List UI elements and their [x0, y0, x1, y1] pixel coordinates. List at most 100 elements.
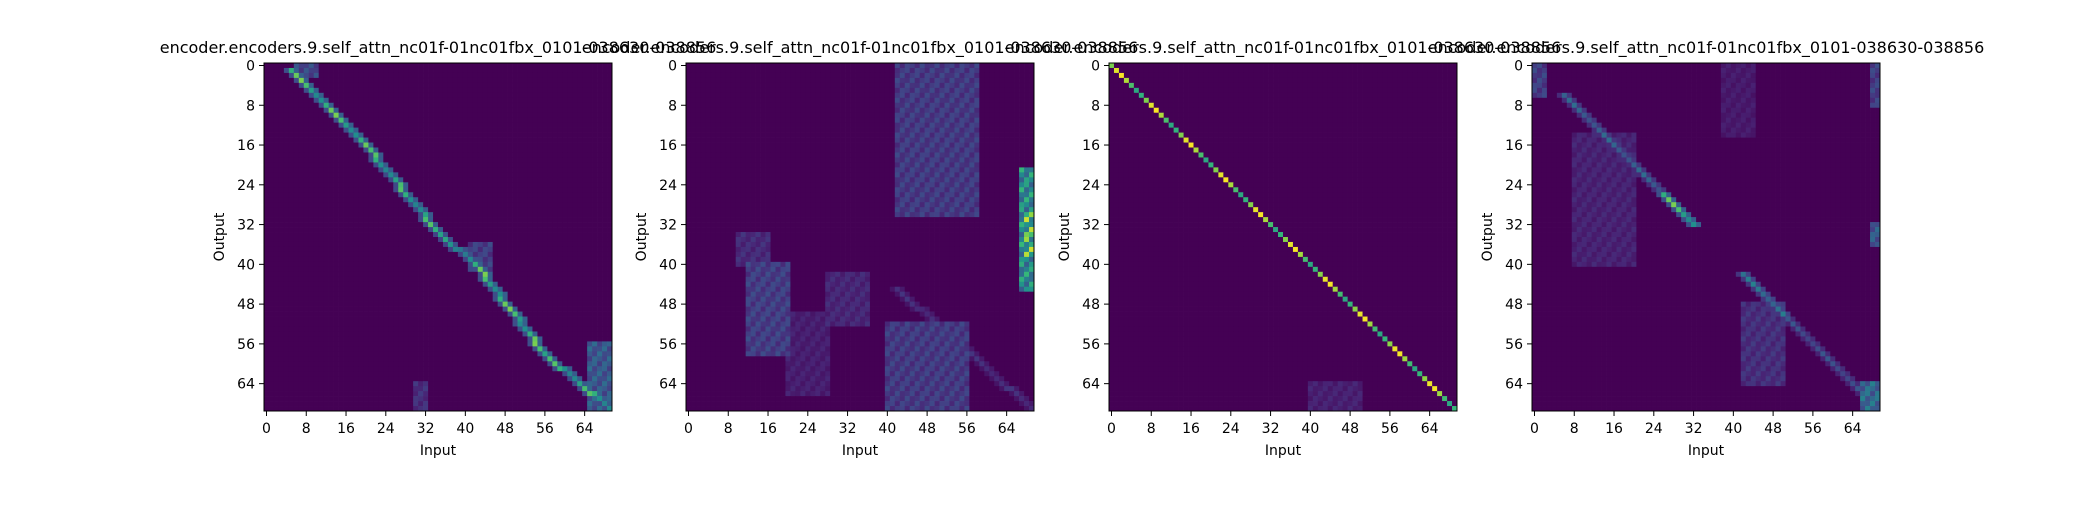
heatmap-cell	[304, 138, 309, 143]
heatmap-cell	[567, 302, 572, 307]
heatmap-cell	[428, 351, 433, 356]
heatmap-cell	[562, 302, 567, 307]
heatmap-cell	[373, 371, 378, 376]
heatmap-cell	[274, 272, 279, 277]
heatmap-cell	[264, 133, 269, 138]
heatmap-cell	[557, 242, 562, 247]
heatmap-cell	[488, 272, 493, 277]
heatmap-cell	[567, 133, 572, 138]
heatmap-cell	[488, 401, 493, 406]
heatmap-cell	[398, 336, 403, 341]
heatmap-cell	[408, 312, 413, 317]
heatmap-cell	[537, 212, 542, 217]
heatmap-cell	[279, 346, 284, 351]
heatmap-cell	[463, 331, 468, 336]
heatmap-cell	[319, 297, 324, 302]
heatmap-cell	[527, 282, 532, 287]
heatmap-cell	[329, 98, 334, 103]
heatmap-cell	[309, 242, 314, 247]
heatmap-cell	[508, 277, 513, 282]
heatmap-cell	[353, 262, 358, 267]
heatmap-cell	[582, 277, 587, 282]
heatmap-cell	[358, 212, 363, 217]
heatmap-cell	[473, 302, 478, 307]
heatmap-cell	[413, 272, 418, 277]
heatmap-cell	[403, 351, 408, 356]
heatmap-cells	[686, 63, 1034, 411]
heatmap-cell	[443, 157, 448, 162]
heatmap-cell	[577, 396, 582, 401]
heatmap-cell	[309, 401, 314, 406]
heatmap-cell	[552, 212, 557, 217]
heatmap-cell	[299, 391, 304, 396]
heatmap-cell	[483, 133, 488, 138]
heatmap-cell	[388, 292, 393, 297]
heatmap-cell	[284, 267, 289, 272]
heatmap-cell	[358, 63, 363, 68]
heatmap-cell	[418, 73, 423, 78]
heatmap-cell	[353, 242, 358, 247]
heatmap-cell	[398, 272, 403, 277]
heatmap-cell	[428, 167, 433, 172]
heatmap-cell	[398, 162, 403, 167]
heatmap-cell	[473, 232, 478, 237]
heatmap-cell	[527, 103, 532, 108]
heatmap-cell	[353, 207, 358, 212]
heatmap-cell	[592, 272, 597, 277]
heatmap-cell	[592, 331, 597, 336]
heatmap-cell	[542, 297, 547, 302]
heatmap-cell	[438, 292, 443, 297]
heatmap-cell	[428, 287, 433, 292]
heatmap-cell	[344, 257, 349, 262]
heatmap-cell	[329, 287, 334, 292]
heatmap-cell	[353, 113, 358, 118]
heatmap-cell	[324, 376, 329, 381]
heatmap-cell	[587, 247, 592, 252]
heatmap-cell	[438, 98, 443, 103]
heatmap-cell	[264, 88, 269, 93]
heatmap-cell	[334, 118, 339, 123]
heatmap-cell	[513, 88, 518, 93]
heatmap-cell	[542, 257, 547, 262]
heatmap-cell	[438, 182, 443, 187]
heatmap-cell	[294, 297, 299, 302]
heatmap-cell	[562, 267, 567, 272]
heatmap-cell	[393, 386, 398, 391]
heatmap-cell	[542, 401, 547, 406]
heatmap-cell	[572, 123, 577, 128]
heatmap-cell	[567, 277, 572, 282]
heatmap-cell	[418, 336, 423, 341]
heatmap-cell	[314, 257, 319, 262]
heatmap-cell	[349, 83, 354, 88]
heatmap-cell	[448, 336, 453, 341]
heatmap-cell	[418, 277, 423, 282]
heatmap-cell	[468, 336, 473, 341]
heatmap-cell	[741, 63, 746, 68]
heatmap-cell	[284, 381, 289, 386]
heatmap-cell	[547, 376, 552, 381]
heatmap-cell	[518, 307, 523, 312]
heatmap-cell	[378, 207, 383, 212]
heatmap-cell	[557, 376, 562, 381]
heatmap-cell	[537, 133, 542, 138]
heatmap-cell	[443, 73, 448, 78]
heatmap-cell	[443, 336, 448, 341]
heatmap-cell	[508, 217, 513, 222]
heatmap-cell	[403, 113, 408, 118]
heatmap-cell	[299, 192, 304, 197]
heatmap-cell	[448, 297, 453, 302]
heatmap-cell	[557, 113, 562, 118]
heatmap-cell	[597, 346, 602, 351]
heatmap-cell	[309, 396, 314, 401]
heatmap-cell	[413, 123, 418, 128]
heatmap-cell	[508, 98, 513, 103]
heatmap-cell	[423, 351, 428, 356]
heatmap-cell	[279, 292, 284, 297]
heatmap-cell	[324, 162, 329, 167]
heatmap-cell	[478, 322, 483, 327]
heatmap-cell	[577, 138, 582, 143]
heatmap-cell	[398, 78, 403, 83]
heatmap-cell	[284, 103, 289, 108]
heatmap-cell	[597, 391, 602, 396]
heatmap-cell	[443, 167, 448, 172]
